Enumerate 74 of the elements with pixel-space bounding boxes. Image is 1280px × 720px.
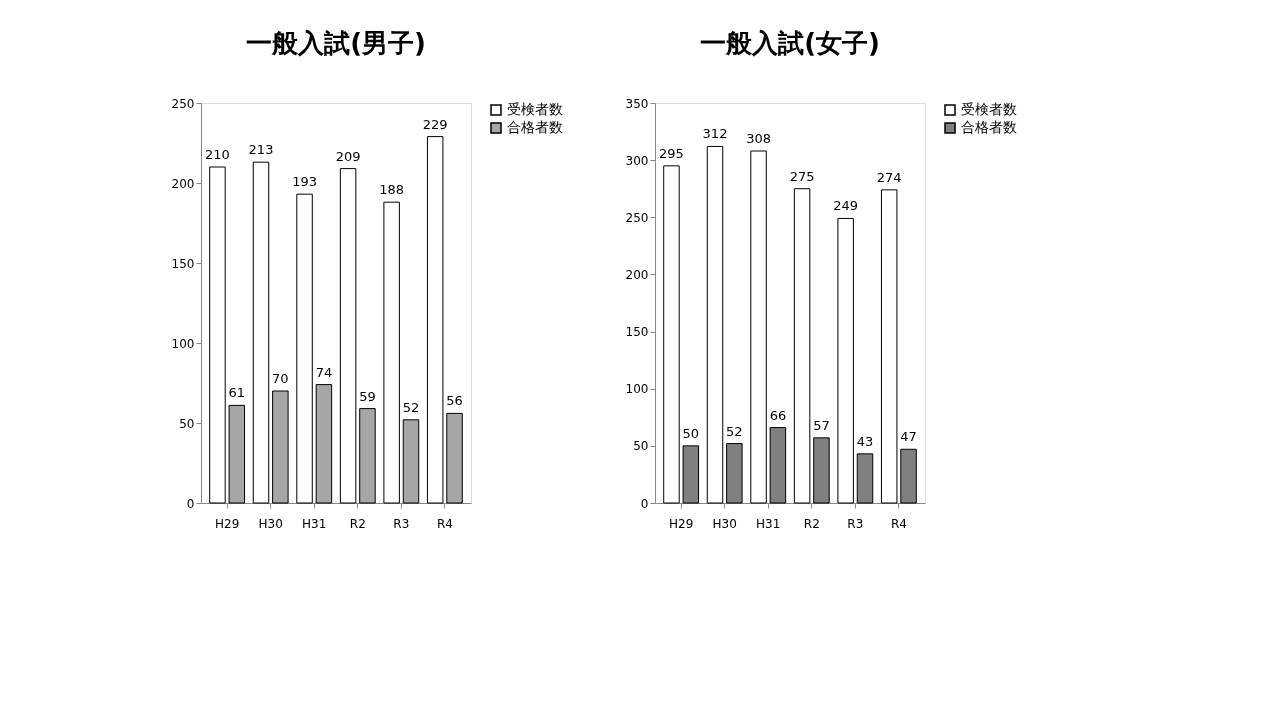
chart-title: 一般入試(女子): [700, 28, 880, 58]
data-label: 70: [272, 371, 289, 386]
y-tick-label: 200: [625, 267, 649, 282]
y-tick-label: 0: [640, 496, 649, 511]
y-tick-label: 300: [625, 153, 649, 168]
data-label: 312: [702, 126, 728, 142]
x-tick-label: H31: [756, 516, 781, 531]
data-label: 210: [205, 147, 230, 162]
y-tick-label: 100: [625, 382, 649, 397]
data-label: 74: [315, 364, 333, 380]
y-tick-label: 150: [171, 256, 195, 271]
data-label: 193: [292, 174, 317, 190]
y-tick-label: 50: [633, 439, 649, 454]
data-label: 188: [379, 182, 405, 198]
bar: [446, 412, 463, 504]
data-label: 52: [402, 399, 420, 415]
bar: [339, 168, 357, 504]
y-tick-label: 350: [625, 96, 649, 111]
x-tick-label: R3: [847, 516, 864, 531]
bar: [315, 384, 333, 504]
x-tick-label: R2: [803, 516, 820, 531]
data-label: 59: [359, 388, 376, 404]
bar: [209, 166, 226, 504]
legend-label: 合格者数: [507, 119, 563, 135]
legend-label: 合格者数: [961, 119, 1017, 135]
x-tick-label: R4: [890, 516, 907, 531]
bar: [383, 201, 400, 504]
bar: [296, 193, 313, 504]
data-label: 57: [813, 417, 830, 433]
chart-title: 一般入試(男子): [246, 28, 426, 58]
bar: [228, 404, 246, 504]
x-tick-label: R3: [393, 516, 410, 531]
y-tick-label: 100: [171, 336, 195, 351]
bar: [359, 408, 376, 504]
data-label: 66: [769, 407, 787, 423]
data-label: 308: [746, 131, 771, 146]
x-tick-label: H30: [258, 516, 283, 531]
data-label: 209: [335, 148, 361, 164]
data-label: 61: [228, 385, 246, 401]
bar: [663, 165, 680, 504]
data-label: 275: [789, 168, 815, 184]
bar: [706, 145, 724, 504]
bar: [880, 189, 898, 504]
bar: [272, 390, 289, 504]
data-label: 229: [422, 116, 448, 132]
bar: [793, 188, 811, 504]
bar: [402, 419, 420, 504]
y-tick-label: 0: [186, 496, 195, 511]
y-tick-label: 250: [625, 210, 649, 225]
legend-label: 受検者数: [961, 101, 1017, 117]
data-label: 249: [833, 198, 859, 214]
x-tick-label: R2: [349, 516, 366, 531]
data-label: 274: [876, 169, 902, 185]
data-label: 43: [856, 433, 874, 449]
x-tick-label: R4: [436, 516, 453, 531]
data-label: 56: [446, 393, 463, 409]
y-tick-label: 200: [171, 176, 195, 191]
y-tick-label: 150: [625, 325, 649, 340]
data-label: 295: [659, 145, 684, 161]
x-tick-label: H30: [712, 516, 737, 531]
bar: [252, 161, 270, 504]
bar: [837, 217, 854, 504]
data-label: 50: [682, 425, 700, 441]
bar: [750, 150, 767, 504]
bar: [426, 136, 444, 504]
data-label: 52: [726, 423, 743, 439]
x-tick-label: H29: [214, 516, 240, 531]
y-tick-label: 50: [179, 416, 195, 431]
x-tick-label: H31: [302, 516, 327, 531]
y-tick-label: 250: [171, 96, 195, 111]
data-label: 47: [900, 429, 917, 445]
x-tick-label: H29: [668, 516, 694, 531]
legend-label: 受検者数: [507, 101, 563, 117]
data-label: 213: [248, 142, 274, 158]
